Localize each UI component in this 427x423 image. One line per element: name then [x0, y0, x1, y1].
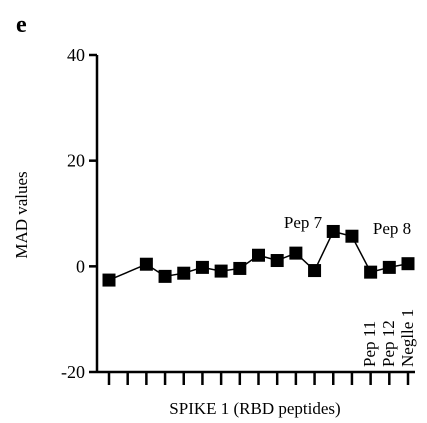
data-line: [108, 230, 409, 281]
marker: [382, 260, 396, 274]
y-tick-label: 20: [67, 151, 85, 171]
annotation: Pep 12: [379, 320, 398, 367]
marker: [289, 246, 303, 260]
y-tick-label: -20: [61, 362, 85, 382]
marker: [252, 248, 265, 262]
y-tick-label: 0: [76, 256, 85, 276]
marker: [195, 260, 209, 274]
marker: [177, 266, 191, 280]
marker: [308, 264, 322, 278]
marker: [326, 224, 340, 238]
marker: [270, 254, 284, 268]
marker: [158, 269, 172, 283]
marker: [102, 273, 116, 287]
annotation: Pep 7: [284, 213, 323, 232]
x-axis-label: SPIKE 1 (RBD peptides): [169, 399, 340, 418]
y-axis-label: MAD values: [12, 171, 31, 258]
marker: [214, 264, 228, 278]
y-tick-label: 40: [67, 45, 85, 65]
annotation: Pep 11: [360, 321, 379, 367]
marker: [345, 229, 359, 243]
annotation: Pep 8: [373, 219, 411, 238]
marker: [233, 261, 247, 275]
annotation: Neglle 1: [398, 309, 417, 367]
marker: [139, 257, 153, 271]
marker: [364, 265, 378, 279]
marker: [401, 257, 415, 271]
panel-label: e: [16, 12, 27, 38]
